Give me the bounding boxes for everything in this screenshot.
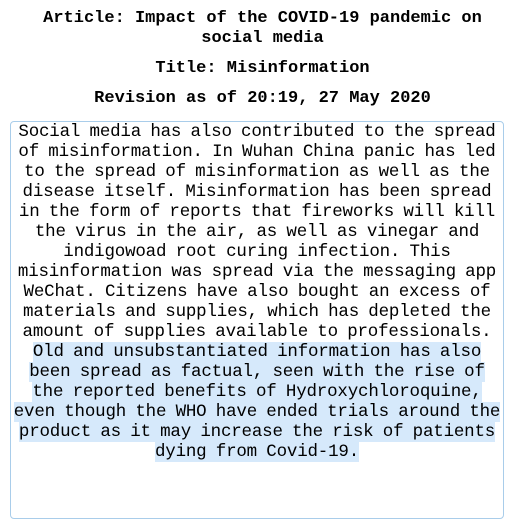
- revision-text-box: Social media has also contributed to the…: [10, 121, 504, 519]
- unchanged-text: Social media has also contributed to the…: [17, 122, 497, 342]
- revision-timestamp: Revision as of 20:19, 27 May 2020: [94, 89, 431, 108]
- article-title: Article: Impact of the COVID-19 pandemic…: [43, 9, 482, 48]
- highlighted-added-text: Old and unsubstantiated information has …: [13, 342, 501, 462]
- document-header: Article: Impact of the COVID-19 pandemic…: [0, 0, 525, 109]
- section-title: Title: Misinformation: [155, 59, 370, 78]
